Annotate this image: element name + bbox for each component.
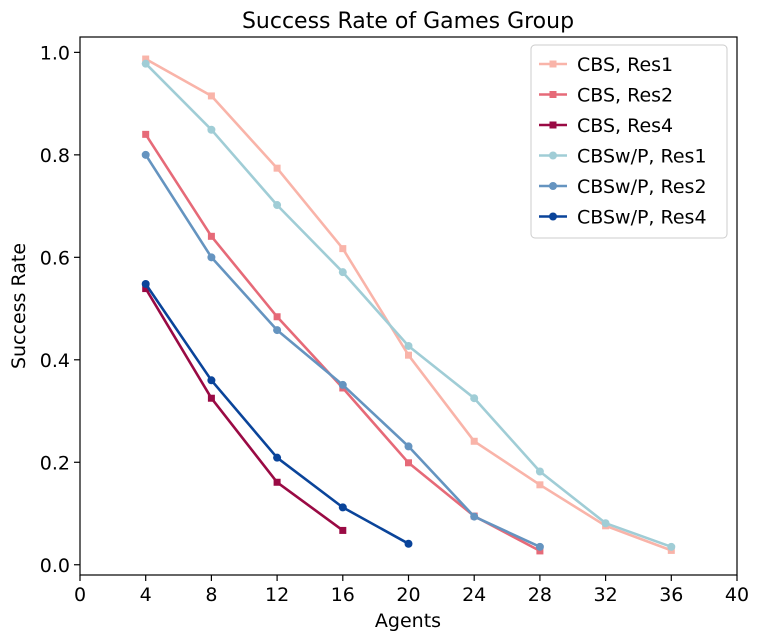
legend-marker [549,121,557,129]
y-tick-label: 0.2 [40,452,70,474]
data-point [470,394,479,403]
data-point [535,467,544,476]
data-point [404,341,413,350]
data-point [142,285,150,293]
legend-item: CBS, Res1 [539,54,673,76]
legend-marker [549,182,557,190]
legend-item: CBSw/P, Res2 [539,176,707,198]
data-point [273,313,281,321]
legend: CBS, Res1 CBS, Res2 CBS, Res4 CBSw/P, Res1 C… [530,44,728,239]
legend-marker [549,151,557,160]
x-tick-label: 32 [594,584,618,606]
legend-label: CBS, Res1 [577,54,673,76]
legend-item: CBS, Res2 [539,85,673,107]
series-5 [141,279,413,548]
x-tick-label: 4 [140,584,152,606]
data-point [141,150,150,159]
series-1 [142,130,544,555]
x-tick-label: 20 [396,584,420,606]
data-point [536,547,544,555]
x-tick-label: 28 [528,584,552,606]
data-point [207,253,216,262]
x-tick-label: 16 [331,584,355,606]
data-point [339,526,347,534]
data-point [470,437,478,445]
data-point [601,519,610,528]
data-point [273,164,281,172]
x-tick-label: 36 [659,584,683,606]
x-tick-label: 40 [725,584,749,606]
legend-marker [549,91,557,98]
data-point [338,503,347,512]
y-axis-title: Success Rate [8,243,30,369]
x-axis: 0 4 8 12 16 20 24 28 32 36 40 [74,575,749,606]
data-point [207,232,215,240]
legend-label: CBS, Res4 [577,115,673,137]
data-point [339,245,347,253]
y-tick-label: 1.0 [40,42,70,64]
chart-title: Success Rate of Games Group [242,9,574,34]
series-4 [141,150,544,551]
y-tick-label: 0.0 [40,555,70,577]
data-point [338,268,347,277]
data-point [536,481,544,489]
data-point [338,380,347,389]
legend-item: CBS, Res4 [539,115,673,137]
series-3 [141,59,676,551]
data-point [141,279,150,288]
data-point [142,55,150,63]
data-point [667,542,676,551]
series-line [144,154,541,548]
data-point [404,442,413,451]
x-tick-label: 24 [462,584,486,606]
legend-item: CBSw/P, Res4 [539,207,707,229]
data-point [273,326,282,335]
data-point [273,453,282,462]
data-point [207,376,216,385]
y-tick-label: 0.4 [40,350,70,372]
x-axis-title: Agents [375,610,441,632]
data-point [273,201,282,210]
data-point [207,92,215,100]
data-point [535,542,544,551]
series-2 [142,285,347,534]
y-tick-label: 0.6 [40,247,70,269]
legend-marker [549,212,557,221]
data-point [273,478,281,486]
series-layer [141,55,676,555]
data-point [207,125,216,134]
x-tick-label: 0 [74,584,86,606]
series-line [144,287,344,532]
data-point [142,130,150,138]
legend-label: CBSw/P, Res1 [577,146,707,168]
series-line [144,283,410,545]
x-tick-label: 12 [265,584,289,606]
y-axis: 0.0 0.2 0.4 0.6 0.8 1.0 [40,42,80,577]
data-point [404,539,413,548]
data-point [470,512,479,521]
legend-label: CBSw/P, Res2 [577,176,707,198]
legend-box [530,44,728,239]
data-point [141,59,150,68]
legend-label: CBSw/P, Res4 [577,207,707,229]
legend-label: CBS, Res2 [577,85,673,107]
y-tick-label: 0.8 [40,145,70,167]
legend-marker [549,60,557,68]
legend-item: CBSw/P, Res1 [539,146,707,168]
series-line [144,133,541,553]
x-tick-label: 8 [205,584,217,606]
data-point [207,394,215,402]
data-point [405,459,412,467]
data-point [405,351,412,359]
